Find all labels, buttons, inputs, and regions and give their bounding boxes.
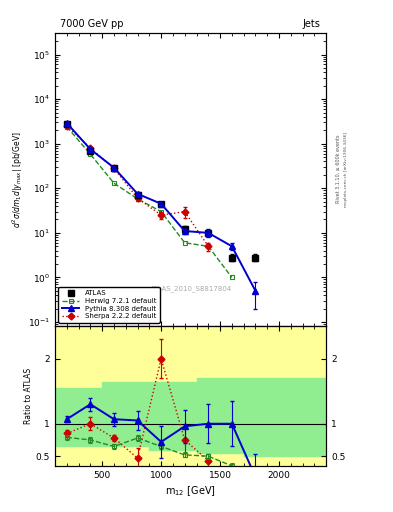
- Text: 7000 GeV pp: 7000 GeV pp: [61, 19, 124, 29]
- Y-axis label: Ratio to ATLAS: Ratio to ATLAS: [24, 368, 33, 424]
- Y-axis label: $d^2\sigma/dm_1d|y_{max}|$ [pb/GeV]: $d^2\sigma/dm_1d|y_{max}|$ [pb/GeV]: [11, 132, 25, 228]
- Text: ATLAS_2010_S8817804: ATLAS_2010_S8817804: [149, 285, 232, 292]
- Text: mcplots.cern.ch [arXiv:1306.3436]: mcplots.cern.ch [arXiv:1306.3436]: [344, 132, 348, 206]
- Legend: ATLAS, Herwig 7.2.1 default, Pythia 8.308 default, Sherpa 2.2.2 default: ATLAS, Herwig 7.2.1 default, Pythia 8.30…: [59, 287, 160, 323]
- Text: Rivet 3.1.10, ≥ 600k events: Rivet 3.1.10, ≥ 600k events: [336, 135, 341, 203]
- X-axis label: m$_{12}$ [GeV]: m$_{12}$ [GeV]: [165, 484, 216, 498]
- Text: Jets: Jets: [303, 19, 321, 29]
